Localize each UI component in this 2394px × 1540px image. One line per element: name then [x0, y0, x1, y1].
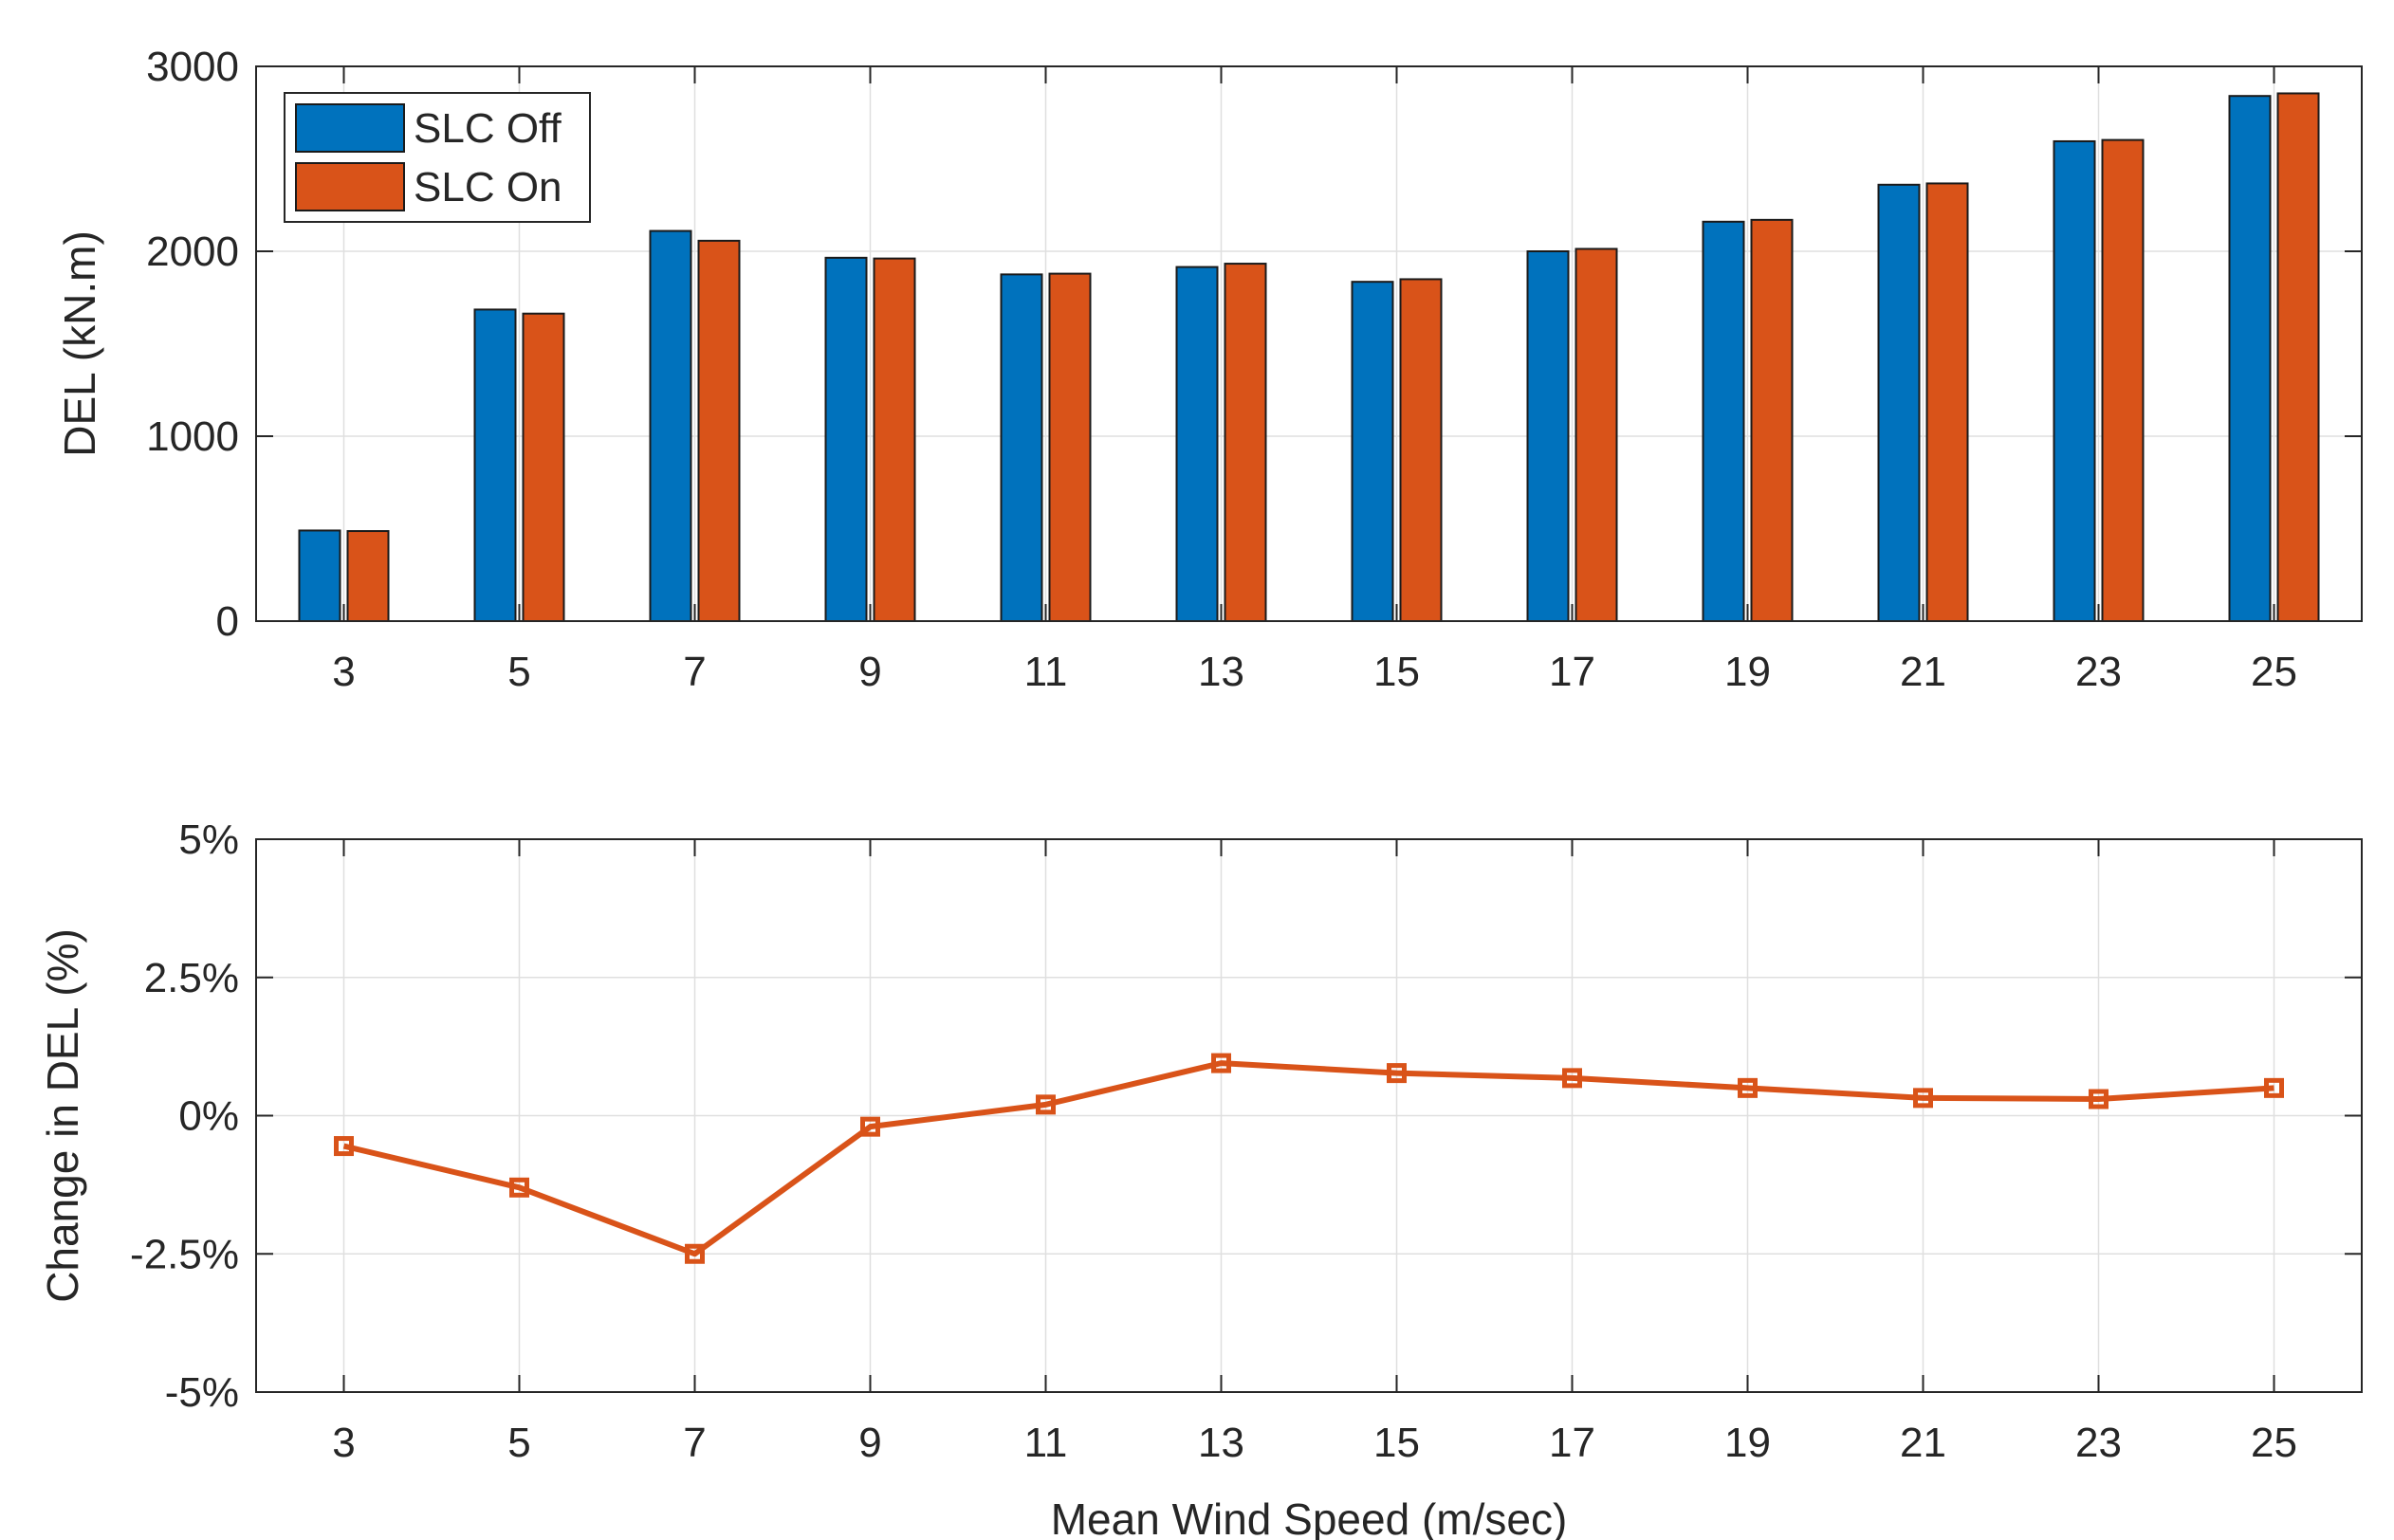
- x-tick-label: 25: [2251, 649, 2297, 695]
- x-tick-label: 9: [858, 649, 881, 695]
- y-tick-label: -2.5%: [130, 1231, 239, 1277]
- bar-slc-off: [1175, 266, 1219, 622]
- y-tick-label: 2000: [146, 229, 239, 275]
- bar-slc-off: [1000, 273, 1043, 622]
- y-axis-label: Change in DEL (%): [38, 928, 87, 1303]
- y-tick-label: 0: [216, 598, 239, 645]
- bar-slc-on: [2101, 138, 2145, 623]
- y-tick-label: 5%: [178, 816, 239, 863]
- data-point-marker: [2089, 1089, 2109, 1109]
- y-tick-label: 1000: [146, 413, 239, 460]
- x-axis-label: Mean Wind Speed (m/sec): [1051, 1494, 1568, 1540]
- bar-slc-on: [1048, 272, 1092, 622]
- y-tick-label: 0%: [178, 1093, 239, 1140]
- bar-slc-off: [1351, 281, 1394, 622]
- bar-slc-on: [522, 312, 565, 622]
- x-tick-label: 5: [507, 1420, 530, 1466]
- bottom-line-chart: 3 5 7 9 11 13 15 17 19 21 23 25 -5% -2.5% 0% 2.5% 5% Chan…: [38, 816, 2363, 1540]
- data-point-marker: [1913, 1088, 1933, 1109]
- x-tick-label: 13: [1198, 649, 1244, 695]
- x-tick-label: 17: [1549, 649, 1595, 695]
- y-tick-label: 3000: [146, 44, 239, 90]
- x-tick-label: 7: [683, 1420, 706, 1466]
- bar-slc-on: [1575, 248, 1618, 622]
- top-bar-chart: 3 5 7 9 11 13 15 17 19 21 23 25 0 1000 2000 3000 DEL (kN…: [55, 44, 2363, 695]
- data-point-marker: [2264, 1077, 2284, 1098]
- bar-slc-off: [1877, 183, 1921, 623]
- x-tick-label: 5: [507, 649, 530, 695]
- axes-box: [255, 65, 2363, 622]
- x-tick-label: 7: [683, 649, 706, 695]
- bar-slc-off: [473, 308, 517, 622]
- bar-slc-on: [1224, 263, 1267, 622]
- bar-slc-on: [1399, 278, 1443, 622]
- legend-swatch: [295, 103, 405, 153]
- x-tick-label: 25: [2251, 1420, 2297, 1466]
- legend-label: SLC On: [414, 164, 562, 211]
- data-point-marker: [685, 1243, 705, 1264]
- bar-slc-on: [1925, 182, 1969, 622]
- bar-slc-off: [1702, 220, 1745, 623]
- x-tick-label: 9: [858, 1420, 881, 1466]
- series-line: [342, 1060, 2274, 1257]
- x-tick-label: 13: [1198, 1420, 1244, 1466]
- bar-slc-off: [649, 229, 692, 623]
- data-point-marker: [334, 1136, 354, 1157]
- x-tick-label: 3: [332, 649, 355, 695]
- x-tick-label: 19: [1724, 1420, 1771, 1466]
- bar-slc-on: [2276, 92, 2320, 623]
- x-tick-label: 17: [1549, 1420, 1595, 1466]
- data-point-marker: [1387, 1063, 1407, 1084]
- x-tick-label: 11: [1024, 649, 1068, 695]
- y-tick-label: -5%: [165, 1369, 239, 1416]
- y-tick-label: 2.5%: [144, 955, 239, 1001]
- plot-area: [256, 66, 2362, 621]
- bar-slc-off: [298, 529, 341, 623]
- data-point-marker: [1211, 1053, 1231, 1073]
- data-point-marker: [860, 1116, 880, 1137]
- y-axis-label: DEL (kN.m): [55, 230, 104, 457]
- x-tick-label: 3: [332, 1420, 355, 1466]
- bar-slc-on: [1750, 218, 1794, 622]
- x-tick-label: 23: [2075, 1420, 2122, 1466]
- legend-label: SLC Off: [414, 105, 562, 152]
- bar-slc-off: [2228, 95, 2272, 622]
- bar-slc-off: [2053, 139, 2096, 622]
- data-point-marker: [1562, 1068, 1582, 1089]
- bar-slc-on: [346, 530, 390, 622]
- data-point-marker: [509, 1177, 529, 1198]
- x-tick-label: 21: [1900, 649, 1946, 695]
- bar-slc-on: [873, 257, 916, 622]
- legend: SLC Off SLC On: [284, 92, 591, 223]
- x-tick-label: 19: [1724, 649, 1771, 695]
- bar-slc-on: [697, 239, 741, 622]
- x-tick-label: 23: [2075, 649, 2122, 695]
- x-tick-label: 21: [1900, 1420, 1946, 1466]
- x-tick-label: 15: [1373, 649, 1420, 695]
- data-point-marker: [1738, 1077, 1758, 1098]
- x-tick-label: 15: [1373, 1420, 1420, 1466]
- bar-slc-off: [1526, 250, 1570, 622]
- data-point-marker: [1036, 1094, 1056, 1115]
- x-tick-label: 11: [1024, 1420, 1068, 1466]
- bar-slc-off: [824, 256, 868, 622]
- legend-swatch: [295, 162, 405, 211]
